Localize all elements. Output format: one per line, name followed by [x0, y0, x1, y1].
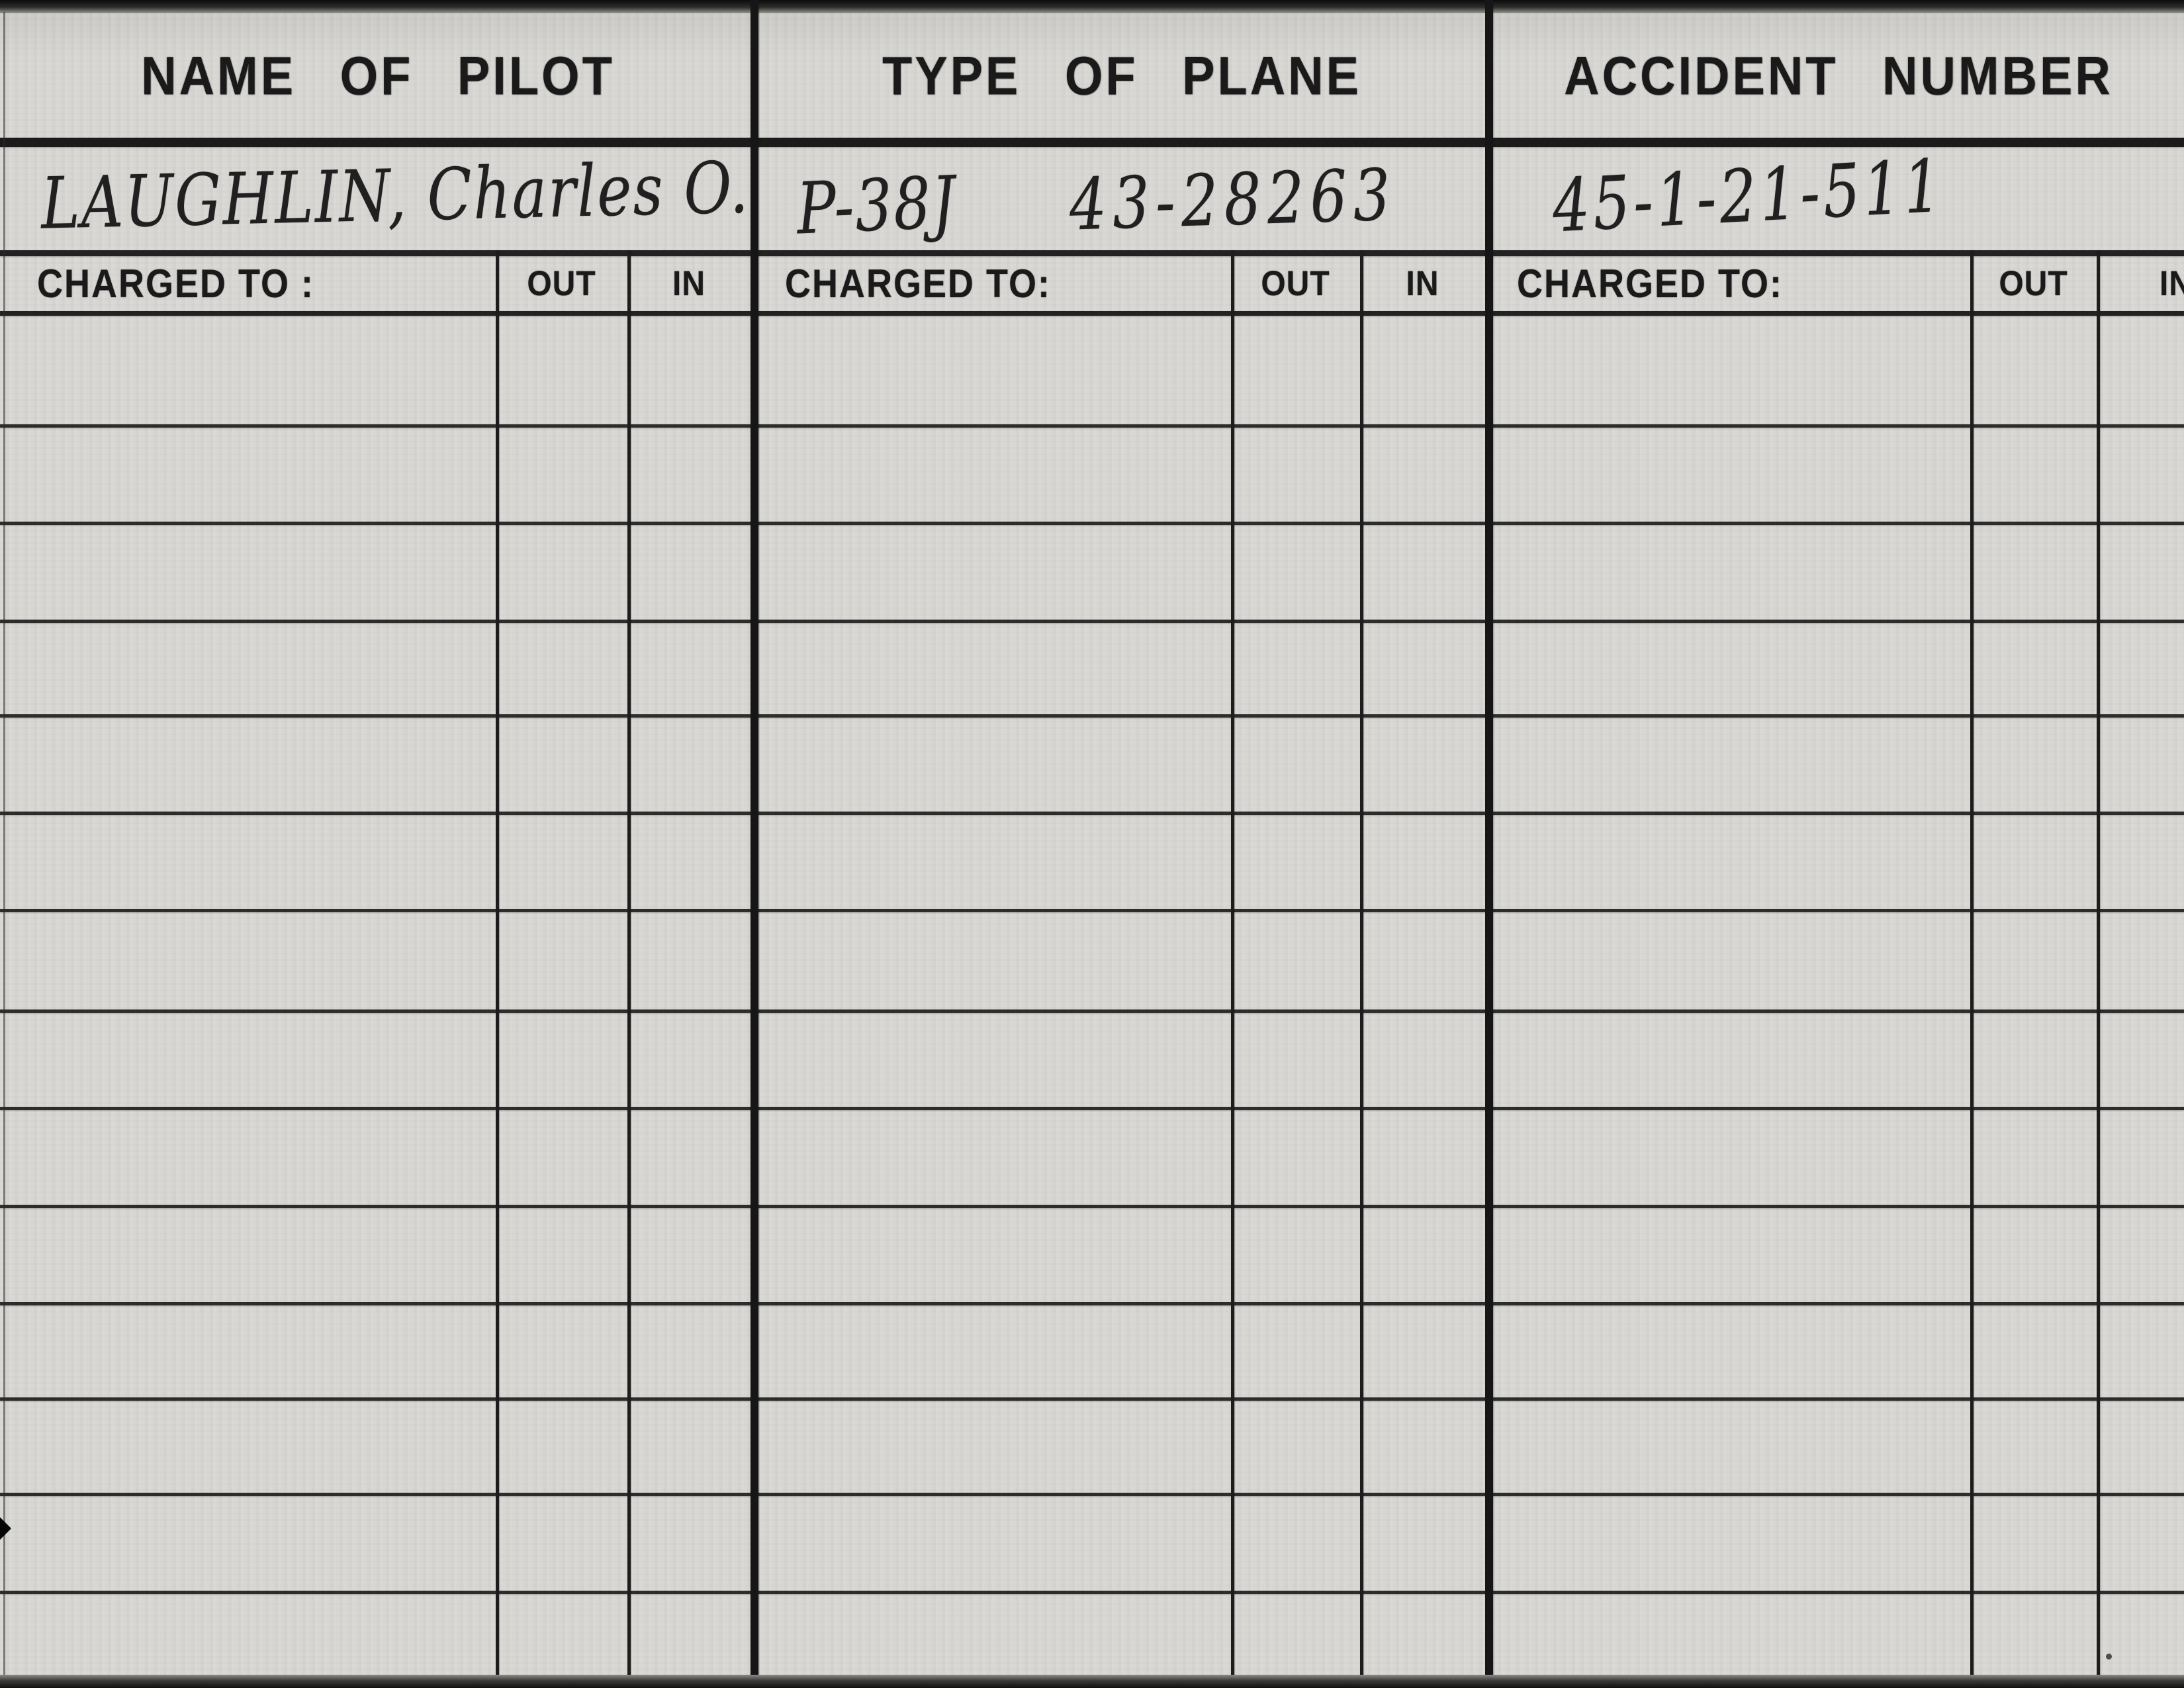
table-row-line	[0, 909, 2184, 912]
scan-top-edge-bar	[0, 0, 2184, 13]
in-column-label: IN	[2160, 264, 2184, 303]
ink-speck	[2106, 1654, 2112, 1660]
accident-number-header: ACCIDENT NUMBER	[1493, 13, 2184, 138]
table-row-line	[0, 1302, 2184, 1305]
in-column-label: IN	[672, 264, 705, 303]
out-column-divider	[1970, 250, 1974, 1688]
header-divider-line	[0, 138, 2184, 147]
out-column-divider	[1231, 250, 1234, 1688]
section-accident-number: ACCIDENT NUMBER 45-1-21-511 CHARGED TO: …	[1493, 13, 2184, 324]
charged-to-label: CHARGED TO :	[37, 261, 315, 306]
table-row-line	[0, 1009, 2184, 1013]
subheader-divider-line	[0, 311, 2184, 316]
table-row-line	[0, 714, 2184, 718]
table-row-line	[0, 620, 2184, 623]
in-column-label: IN	[1406, 264, 1439, 303]
table-row-line	[0, 1591, 2184, 1594]
out-column-label: OUT	[1261, 264, 1330, 303]
section-divider-line	[751, 0, 758, 1688]
charged-to-row-pilot: CHARGED TO : OUT IN	[5, 256, 751, 311]
table-row-line	[0, 1493, 2184, 1496]
type-of-plane-header-label: TYPE OF PLANE	[882, 45, 1361, 106]
scan-artifact-mark	[0, 1517, 11, 1540]
name-of-pilot-header-label: NAME OF PILOT	[141, 45, 615, 106]
handwritten-pilot-name: LAUGHLIN, Charles O.	[40, 146, 751, 246]
table-row-line	[0, 1397, 2184, 1401]
handwritten-accident-number: 45-1-21-511	[1550, 143, 1946, 249]
charged-to-label: CHARGED TO:	[785, 261, 1052, 306]
section-divider-line	[1485, 0, 1493, 1688]
out-column-divider	[496, 250, 499, 1688]
charged-to-row-accident: CHARGED TO: OUT IN	[1493, 256, 2184, 311]
section-name-of-pilot: NAME OF PILOT LAUGHLIN, Charles O. CHARG…	[5, 13, 751, 324]
out-column-label: OUT	[1999, 264, 2068, 303]
section-type-of-plane: TYPE OF PLANE P-38J 43-28263 CHARGED TO:…	[758, 13, 1485, 324]
table-row-line	[0, 1205, 2184, 1208]
scan-bottom-edge-bar	[0, 1675, 2184, 1688]
handwritten-plane-type: P-38J	[795, 160, 958, 251]
handwritten-plane-serial: 43-28263	[1068, 153, 1398, 247]
name-of-pilot-header: NAME OF PILOT	[5, 13, 751, 138]
in-column-divider	[627, 250, 631, 1688]
entry-divider-line	[0, 250, 2184, 256]
table-row-line	[0, 522, 2184, 525]
in-column-divider	[1360, 250, 1363, 1688]
card-left-border	[3, 12, 5, 1688]
table-row-line	[0, 812, 2184, 815]
in-column-divider	[2097, 250, 2100, 1688]
table-row-line	[0, 1107, 2184, 1110]
out-column-label: OUT	[527, 264, 596, 303]
charged-to-row-plane: CHARGED TO: OUT IN	[758, 256, 1485, 311]
charged-to-label: CHARGED TO:	[1517, 261, 1784, 306]
table-row-line	[0, 424, 2184, 428]
type-of-plane-header: TYPE OF PLANE	[758, 13, 1485, 138]
accident-number-header-label: ACCIDENT NUMBER	[1564, 45, 2113, 106]
